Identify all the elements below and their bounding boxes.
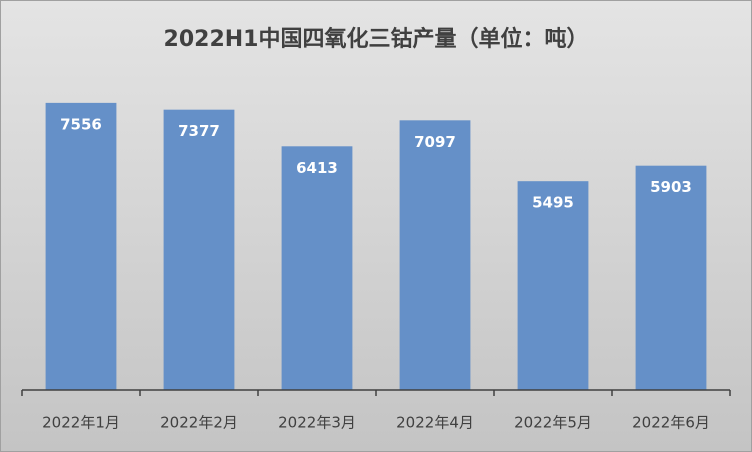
data-label: 7556 bbox=[60, 115, 102, 133]
data-label: 6413 bbox=[296, 159, 338, 177]
x-tick-label: 2022年1月 bbox=[42, 414, 120, 432]
x-tick-label: 2022年2月 bbox=[160, 414, 238, 432]
chart-title: 2022H1中国四氧化三钴产量（单位：吨） bbox=[164, 26, 589, 52]
data-label: 7377 bbox=[178, 122, 220, 140]
x-tick-label: 2022年3月 bbox=[278, 414, 356, 432]
bar bbox=[281, 146, 353, 390]
bar bbox=[517, 181, 589, 390]
bar bbox=[635, 165, 707, 390]
data-label: 5495 bbox=[532, 194, 574, 212]
bar bbox=[399, 120, 471, 391]
x-tick-label: 2022年4月 bbox=[396, 414, 474, 432]
bar bbox=[45, 102, 117, 390]
x-tick-label: 2022年5月 bbox=[514, 414, 592, 432]
x-tick-label: 2022年6月 bbox=[632, 414, 710, 432]
data-label: 7097 bbox=[414, 133, 456, 151]
data-label: 5903 bbox=[650, 178, 692, 196]
bar bbox=[163, 109, 235, 390]
